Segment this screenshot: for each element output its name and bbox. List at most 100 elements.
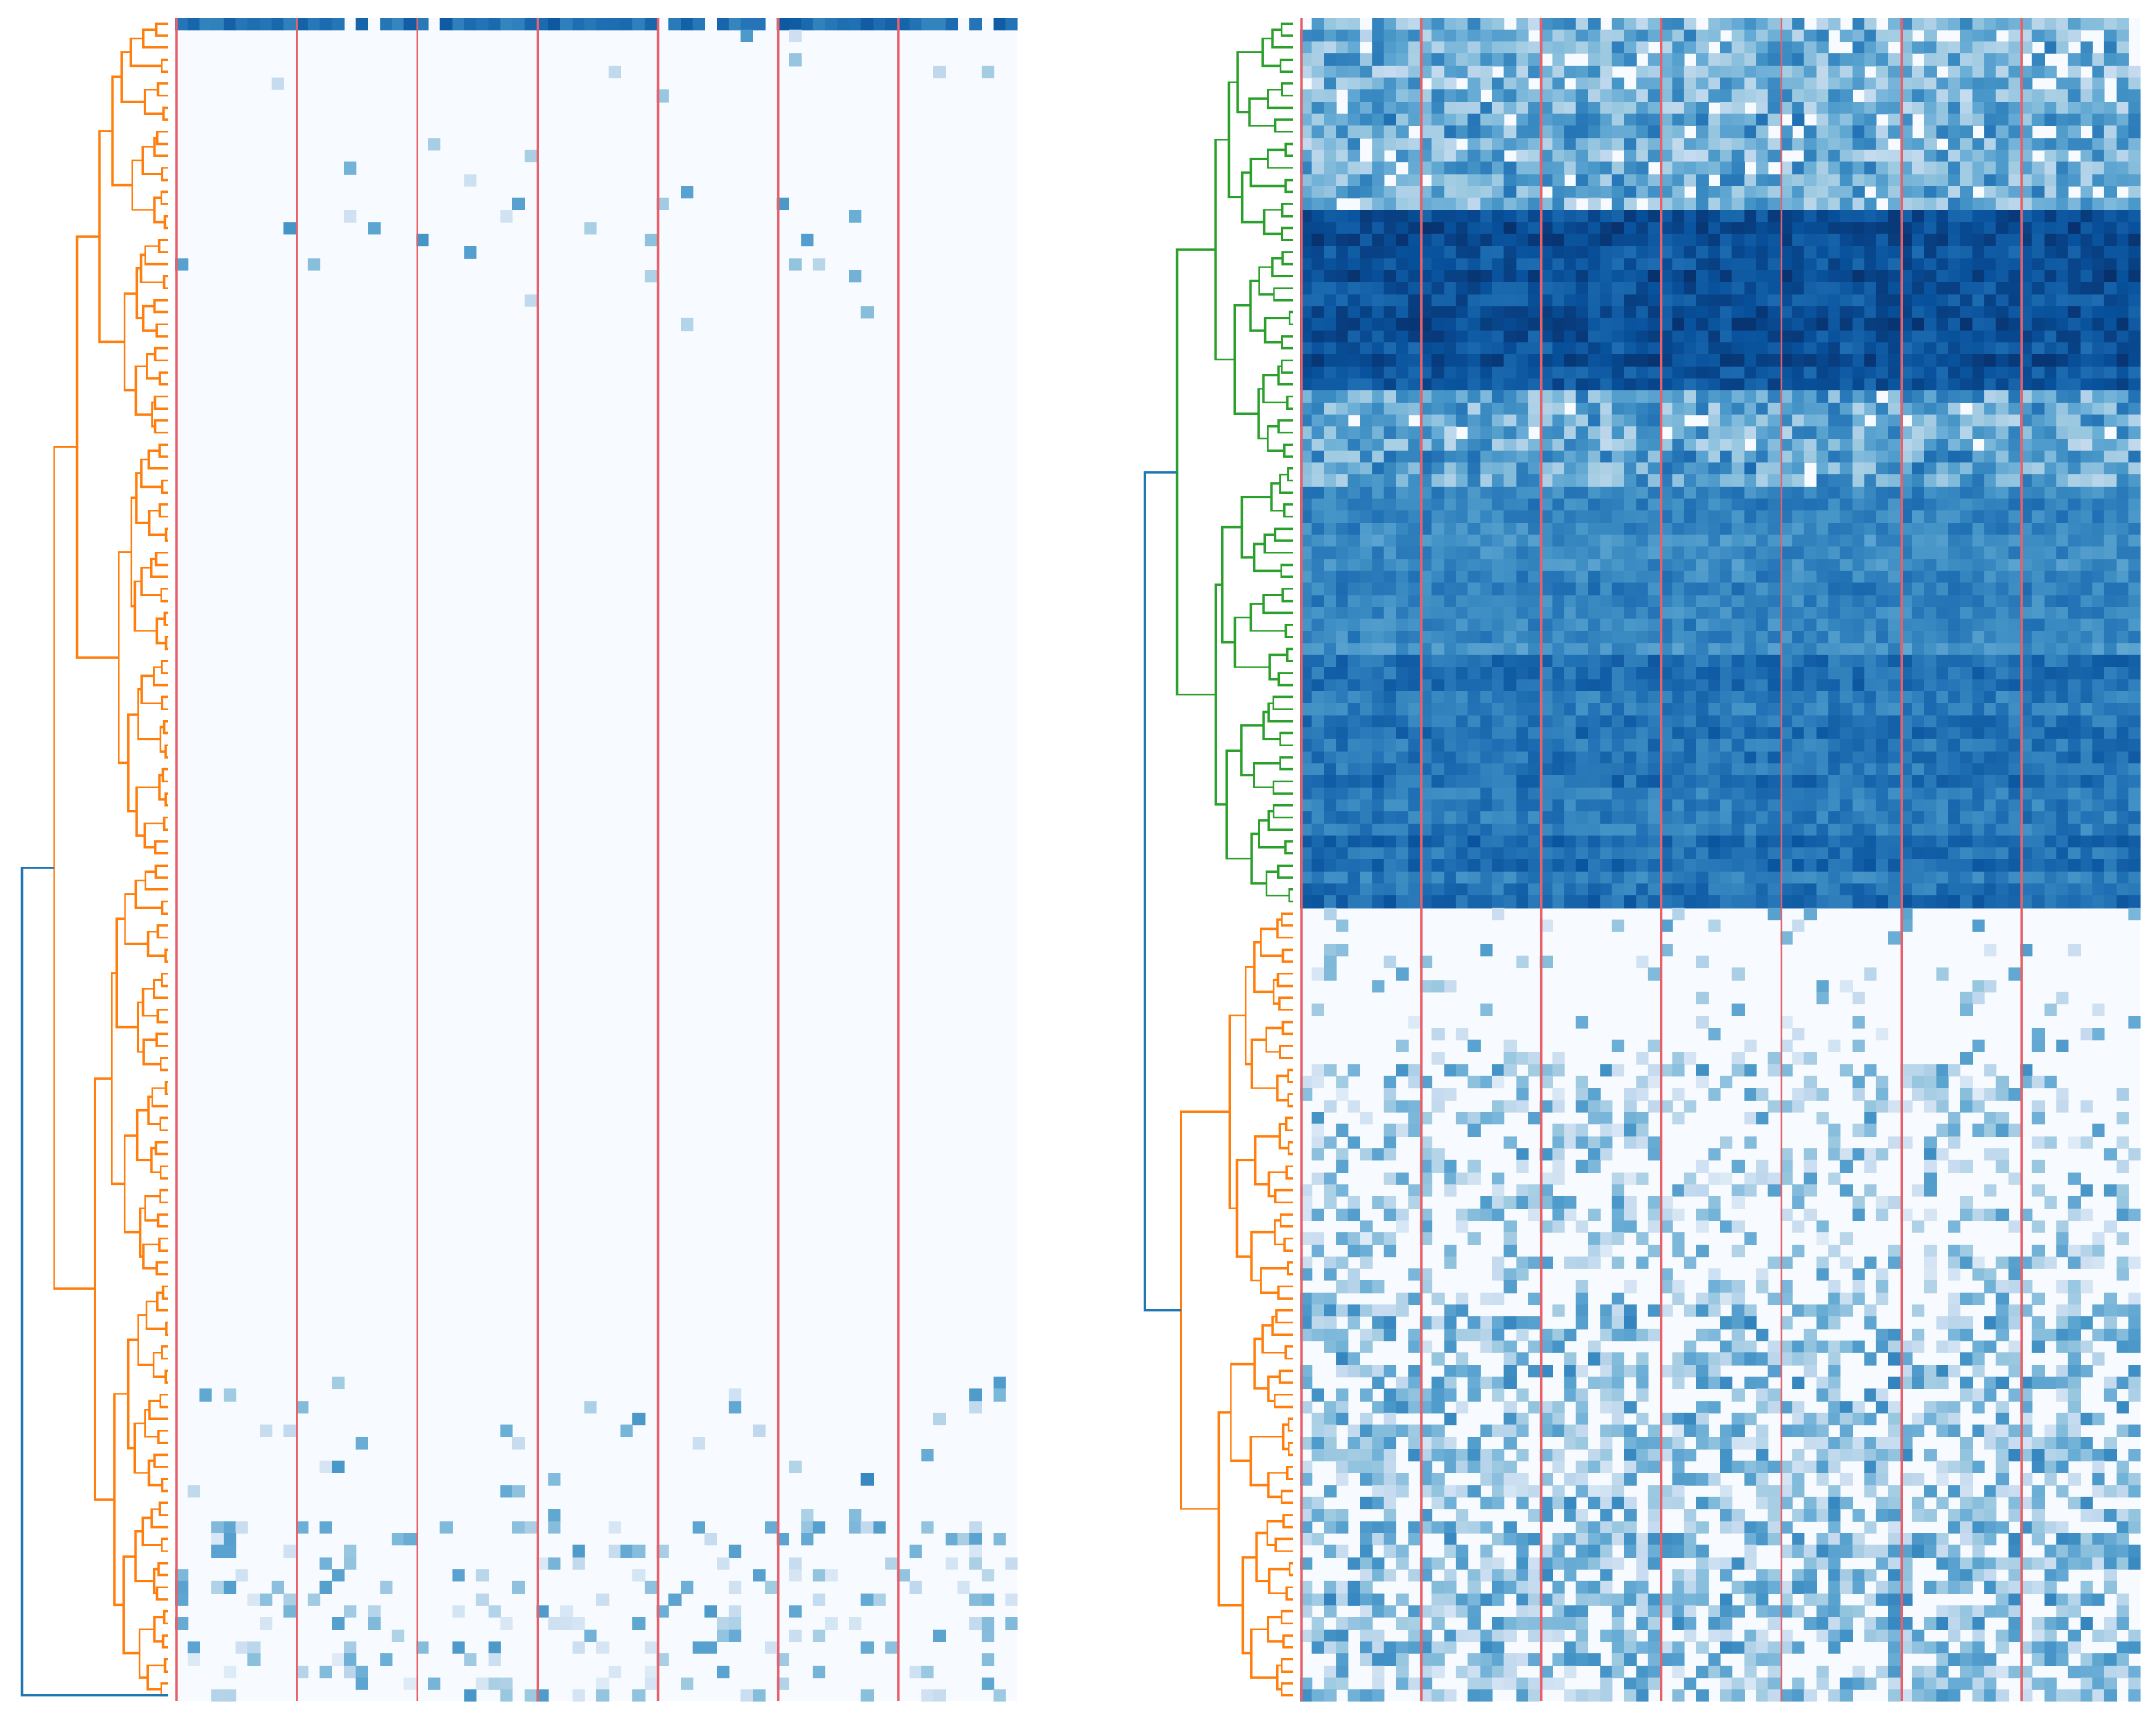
heatmap-cell: [2067, 607, 2081, 620]
heatmap-cell: [2044, 378, 2057, 391]
heatmap-cell: [1431, 679, 1445, 692]
heatmap-cell: [1300, 546, 1313, 560]
heatmap-cell: [1503, 53, 1517, 67]
heatmap-cell: [1455, 65, 1469, 79]
heatmap-cell: [1744, 294, 1757, 307]
heatmap-cell: [1396, 595, 1409, 608]
heatmap-cell: [1444, 763, 1457, 776]
dendrogram-link: [1240, 496, 1272, 559]
heatmap-cell: [1624, 89, 1637, 103]
heatmap-cell: [2056, 486, 2069, 500]
heatmap-cell: [1875, 65, 1889, 79]
heatmap-cell: [2044, 366, 2057, 380]
heatmap-cell: [1900, 607, 1913, 620]
heatmap-cell: [969, 1617, 982, 1630]
heatmap-cell: [1911, 210, 1925, 223]
heatmap-cell: [1984, 186, 1997, 199]
dendrogram-link: [140, 674, 162, 704]
heatmap-cell: [1539, 559, 1553, 572]
heatmap-cell: [1516, 390, 1529, 403]
heatmap-cell: [1564, 426, 1577, 439]
heatmap-cell: [1900, 65, 1913, 79]
heatmap-cell: [2116, 510, 2129, 524]
heatmap-cell: [1911, 738, 1925, 753]
heatmap-cell: [524, 18, 538, 31]
heatmap-cell: [2103, 306, 2117, 319]
heatmap-cell: [1575, 643, 1589, 656]
heatmap-cell: [1995, 763, 2010, 776]
heatmap-cell: [1503, 210, 1517, 223]
heatmap-cell: [1683, 559, 1697, 572]
heatmap-cell: [1696, 523, 1709, 536]
heatmap-cell: [1731, 534, 1745, 548]
heatmap-cell: [1708, 113, 1721, 127]
dendrogram-link: [1277, 1285, 1293, 1300]
heatmap-cell: [2092, 258, 2105, 271]
heatmap-cell: [1503, 222, 1517, 235]
heatmap-cell: [1839, 306, 1853, 319]
heatmap-cell: [1360, 258, 1373, 271]
heatmap-cell: [1300, 161, 1313, 175]
heatmap-cell: [933, 65, 946, 79]
heatmap-cell: [1683, 174, 1697, 187]
heatmap-cell: [2031, 667, 2045, 680]
heatmap-cell: [1911, 342, 1925, 355]
heatmap-cell: [1852, 270, 1865, 283]
heatmap-cell: [2031, 65, 2045, 79]
dendrogram-link: [154, 552, 168, 567]
heatmap-cell: [1575, 631, 1589, 644]
heatmap-cell: [1888, 763, 1901, 776]
heatmap-cell: [1803, 643, 1817, 656]
heatmap-cell: [1683, 18, 1697, 31]
heatmap-cell: [536, 1557, 549, 1570]
heatmap-cell: [1744, 258, 1757, 271]
heatmap-cell: [1911, 595, 1925, 608]
heatmap-cell: [1419, 570, 1433, 584]
heatmap-cell: [1360, 77, 1373, 90]
heatmap-cell: [2008, 462, 2021, 475]
heatmap-cell: [1911, 258, 1925, 271]
heatmap-cell: [1575, 330, 1589, 343]
heatmap-cell: [2020, 450, 2033, 464]
heatmap-cell: [1588, 595, 1601, 608]
heatmap-cell: [1444, 354, 1457, 367]
heatmap-cell: [1564, 125, 1577, 139]
heatmap-cell: [1792, 258, 1805, 271]
heatmap-cell: [2056, 197, 2069, 211]
heatmap-cell: [1708, 65, 1721, 79]
heatmap-cell: [885, 1641, 898, 1654]
heatmap-cell: [1575, 691, 1589, 704]
heatmap-cell: [1636, 763, 1649, 776]
heatmap-cell: [981, 1629, 995, 1643]
heatmap-cell: [1396, 703, 1409, 717]
heatmap-cell: [1300, 667, 1313, 680]
heatmap-cell: [1480, 270, 1493, 283]
heatmap-cell: [1924, 462, 1937, 475]
heatmap-cell: [1431, 498, 1445, 511]
heatmap-cell: [1696, 53, 1709, 67]
heatmap-cell: [1683, 29, 1697, 43]
heatmap-cell: [1491, 306, 1505, 319]
heatmap-cell: [1708, 474, 1721, 488]
heatmap-cell: [1624, 498, 1637, 511]
heatmap-cell: [1647, 763, 1661, 776]
heatmap-cell: [1383, 439, 1397, 452]
heatmap-cell: [1552, 294, 1565, 307]
heatmap-cell: [1696, 727, 1709, 740]
heatmap-cell: [211, 1544, 225, 1559]
heatmap-cell: [1564, 439, 1577, 452]
heatmap-cell: [1419, 439, 1433, 452]
heatmap-cell: [1408, 77, 1421, 90]
heatmap-cell: [1744, 607, 1757, 620]
heatmap-cell: [2056, 439, 2069, 452]
heatmap-cell: [1611, 462, 1625, 475]
heatmap-cell: [1636, 787, 1649, 801]
heatmap-cell: [1336, 354, 1349, 367]
heatmap-cell: [1924, 354, 1937, 367]
heatmap-cell: [1839, 222, 1853, 235]
heatmap-cell: [1828, 125, 1841, 139]
heatmap-cell: [1756, 570, 1769, 584]
heatmap-cell: [1347, 546, 1361, 560]
heatmap-cell: [1588, 751, 1601, 764]
heatmap-cell: [1528, 294, 1541, 307]
